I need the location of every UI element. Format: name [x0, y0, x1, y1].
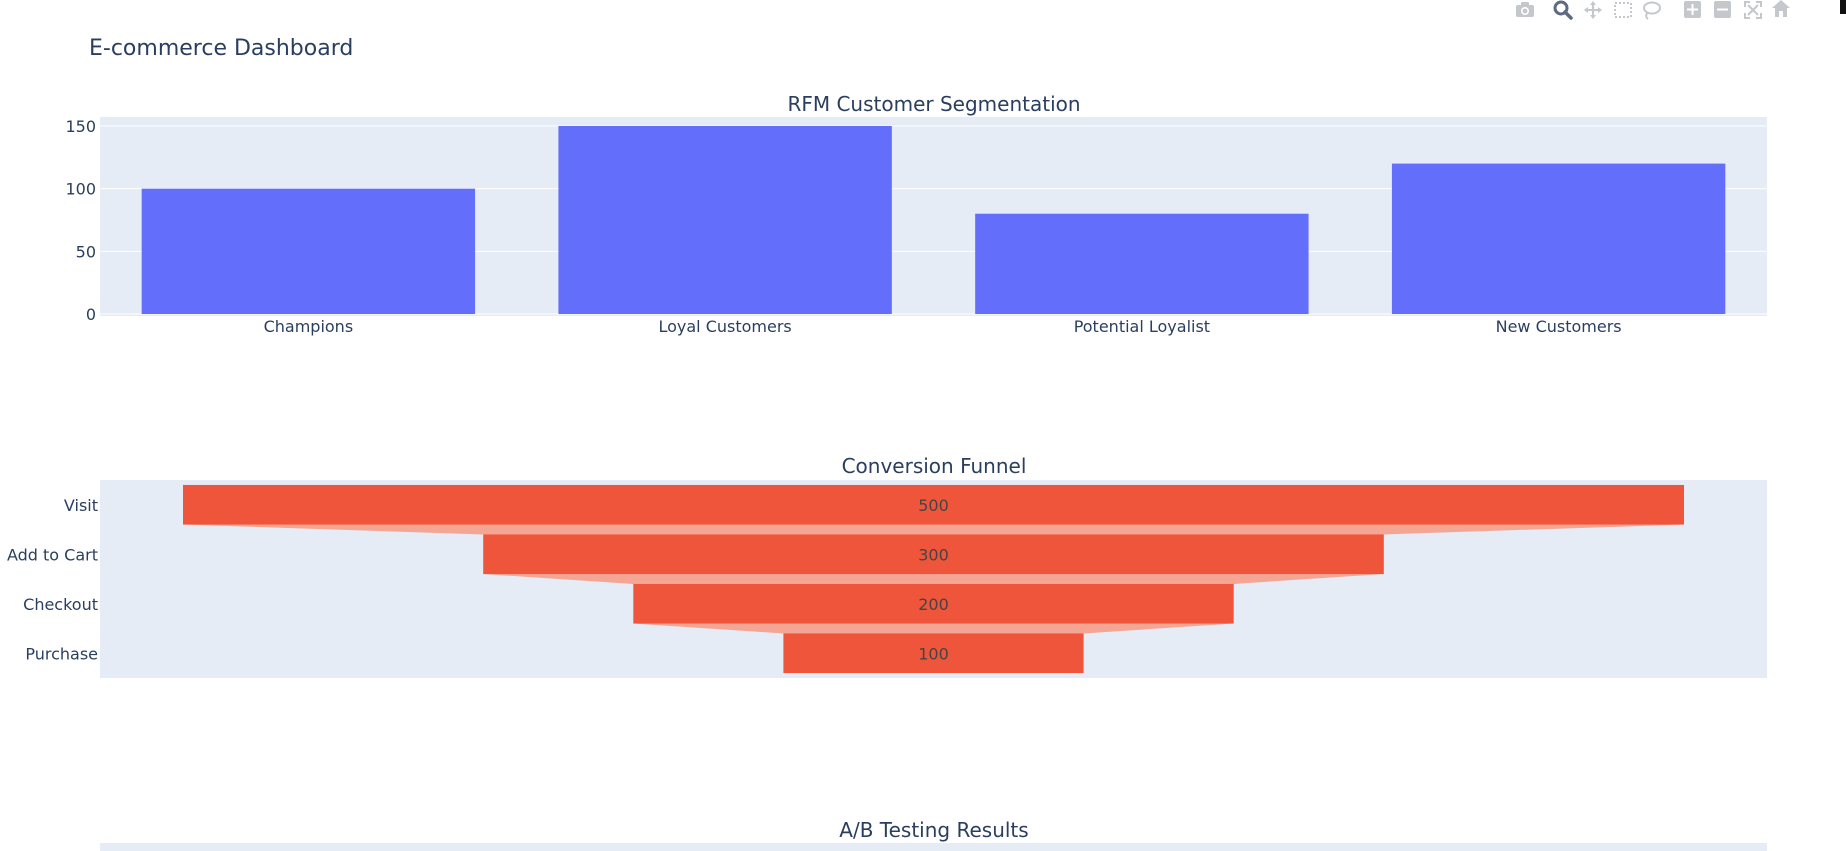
funnel-stage-labels: Visit Add to Cart Checkout Purchase — [7, 496, 98, 664]
dashboard-title: E-commerce Dashboard — [89, 36, 353, 61]
rfm-y-tick-labels: 0 50 100 150 — [65, 117, 96, 324]
rfm-bar — [141, 188, 476, 314]
funnel-stage-bar — [183, 484, 1684, 525]
ab-testing-chart[interactable]: A/B Testing Results — [100, 818, 1767, 851]
lasso-select-icon[interactable] — [1643, 1, 1661, 20]
rfm-x-tick-label: Champions — [264, 317, 354, 336]
box-select-icon[interactable] — [1614, 2, 1632, 18]
funnel-connector — [483, 574, 1384, 584]
rfm-x-tick-label: Potential Loyalist — [1074, 317, 1210, 336]
modebar-logo[interactable] — [1840, 0, 1846, 14]
funnel-connector — [633, 623, 1234, 634]
rfm-bar — [1391, 163, 1726, 314]
ab-testing-chart-title: A/B Testing Results — [839, 818, 1028, 842]
camera-icon[interactable] — [1516, 2, 1534, 17]
funnel-connectors — [183, 524, 1684, 634]
rfm-bar — [558, 126, 892, 314]
rfm-y-tick-label: 50 — [76, 242, 96, 261]
rfm-bar-chart[interactable]: RFM Customer Segmentation 0 50 100 150 Cham… — [65, 92, 1767, 336]
funnel-stage-label: Visit — [64, 496, 98, 515]
funnel-stage-bar — [783, 633, 1084, 674]
reset-axes-icon[interactable] — [1772, 0, 1790, 17]
modebar — [1506, 0, 1846, 20]
rfm-chart-title: RFM Customer Segmentation — [787, 92, 1080, 116]
autoscale-icon[interactable] — [1744, 1, 1762, 19]
zoom-out-icon[interactable] — [1714, 1, 1731, 18]
zoom-in-icon[interactable] — [1684, 1, 1701, 18]
funnel-chart-title: Conversion Funnel — [842, 454, 1027, 478]
rfm-y-tick-label: 150 — [65, 117, 96, 136]
funnel-value-label: 200 — [918, 595, 949, 614]
funnel-connector — [183, 524, 1684, 535]
funnel-stage-label: Purchase — [25, 644, 98, 663]
conversion-funnel-chart[interactable]: Conversion Funnel Visit Add to Cart Checko… — [7, 454, 1767, 678]
funnel-value-label: 300 — [918, 545, 949, 564]
zoom-icon[interactable] — [1553, 0, 1573, 20]
funnel-stage-label: Checkout — [23, 595, 98, 614]
rfm-bars — [141, 126, 1726, 314]
rfm-y-tick-label: 100 — [65, 180, 96, 199]
funnel-stages — [183, 484, 1684, 674]
rfm-bar — [975, 213, 1309, 314]
funnel-value-label: 500 — [918, 496, 949, 515]
funnel-stage-bar — [483, 534, 1384, 575]
rfm-y-tick-label: 0 — [86, 305, 96, 324]
funnel-stage-label: Add to Cart — [7, 545, 98, 564]
rfm-x-tick-label: Loyal Customers — [658, 317, 791, 336]
rfm-x-tick-labels: Champions Loyal Customers Potential Loyali… — [264, 317, 1622, 336]
ab-testing-plot-area — [100, 843, 1767, 851]
funnel-value-label: 100 — [918, 644, 949, 663]
pan-icon[interactable] — [1584, 1, 1602, 19]
rfm-x-tick-label: New Customers — [1496, 317, 1622, 336]
funnel-stage-bar — [633, 583, 1234, 624]
funnel-value-labels: 500 300 200 100 — [918, 496, 949, 664]
